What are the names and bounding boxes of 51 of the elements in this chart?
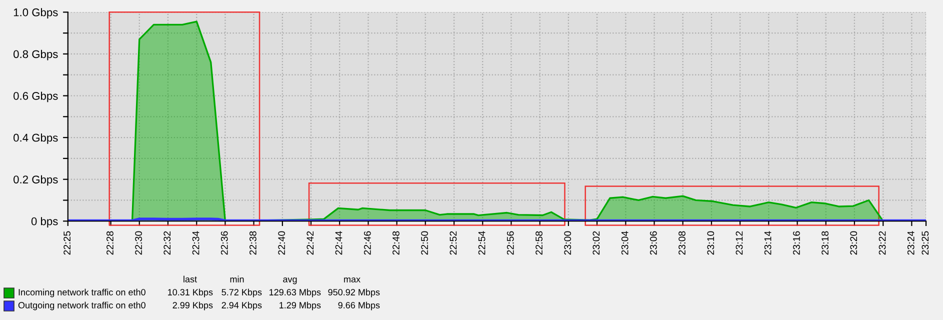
x-tick-label: 22:44: [335, 231, 342, 255]
y-tick-label: 0.2 Gbps: [14, 175, 58, 186]
x-tick-label: 23:12: [736, 231, 743, 255]
text: 2.94 Kbps: [222, 302, 262, 310]
y-tick-label: 0.8 Gbps: [14, 50, 58, 60]
y-tick-label: 1.0 Gbps: [14, 8, 58, 18]
y-tick-label: 0.6 Gbps: [14, 92, 58, 102]
x-tick-label: 22:38: [249, 231, 256, 255]
x-tick-label: 22:50: [421, 231, 428, 255]
text: 10.31 Kbps: [168, 288, 213, 298]
x-tick-label: 22:58: [536, 231, 542, 255]
text: avg: [283, 277, 297, 284]
x-tick-label: 23:06: [650, 231, 657, 255]
x-tick-label: 23:24: [907, 231, 914, 255]
text: 1.29 Mbps: [280, 302, 321, 310]
x-tick-label: 23:22: [878, 231, 886, 255]
x-tick-label: 23:18: [822, 231, 828, 255]
x-tick-label: 23:10: [707, 231, 714, 255]
legend-label: Incoming network traffic on eth0: [18, 288, 146, 298]
x-tick-label: 22:30: [135, 231, 142, 255]
y-tick-label: 0 bps: [31, 217, 58, 228]
x-tick-label: 22:48: [392, 231, 400, 255]
x-tick-label: 22:40: [278, 231, 286, 255]
x-tick-label: 23:00: [564, 231, 572, 255]
x-tick-label: 23:20: [850, 231, 858, 255]
x-tick-label: 23:25: [922, 231, 929, 255]
x-tick-label: 23:08: [678, 231, 686, 255]
x-tick-label: 22:34: [192, 231, 200, 255]
y-tick-label: 0.4 Gbps: [14, 134, 58, 144]
x-tick-label: 23:04: [621, 231, 628, 255]
x-tick-label: 23:14: [764, 231, 772, 255]
x-tick-label: 22:46: [364, 231, 371, 255]
x-tick-label: 22:42: [306, 231, 314, 255]
text: 5.72 Kbps: [222, 288, 262, 298]
x-tick-label: 22:54: [478, 231, 486, 255]
x-tick-label: 23:16: [793, 231, 800, 255]
x-tick-label: 23:02: [592, 231, 600, 255]
x-tick-label: 22:52: [450, 231, 457, 255]
text: min: [230, 276, 244, 282]
text: 2.99 Kbps: [172, 302, 213, 310]
legend-label: Outgoing network traffic on eth0: [18, 302, 146, 310]
text: 9.66 Mbps: [338, 302, 380, 310]
x-tick-label: 22:56: [506, 231, 514, 255]
text: 129.63 Mbps: [269, 288, 321, 298]
x-tick-label: 22:28: [106, 231, 114, 255]
x-tick-label: 22:36: [220, 231, 228, 255]
x-tick-label: 22:32: [164, 231, 171, 255]
text: 950.92 Mbps: [328, 288, 380, 298]
text: max: [344, 277, 360, 282]
text: last: [184, 276, 197, 282]
x-tick-label: 22:25: [64, 231, 71, 255]
